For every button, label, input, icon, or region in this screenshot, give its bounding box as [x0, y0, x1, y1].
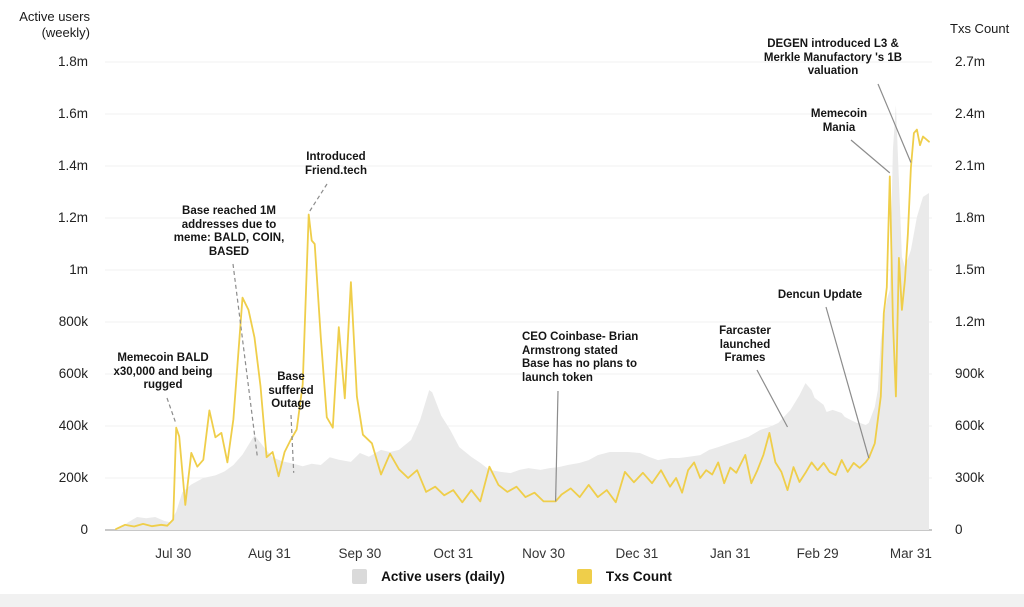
- right-tick-2.1m: 2.1m: [955, 158, 986, 173]
- left-tick-1.2m: 1.2m: [57, 210, 88, 225]
- x-tick-mar-31: Mar 31: [889, 546, 932, 561]
- right-tick-900k: 900k: [955, 366, 985, 381]
- left-tick-200k: 200k: [58, 470, 88, 485]
- annotation-pointer-base-outage: [290, 414, 295, 473]
- annotation-base-1m-addresses: Base reached 1M addresses due to meme: B…: [173, 205, 285, 258]
- annotation-base-outage: Base suffered Outage: [268, 371, 314, 410]
- right-tick-2.4m: 2.4m: [955, 106, 986, 121]
- annotation-farcaster-frames: Farcaster launched Frames: [719, 325, 771, 364]
- right-tick-0: 0: [955, 522, 963, 537]
- right-tick-2.7m: 2.7m: [955, 54, 986, 69]
- right-tick-300k: 300k: [955, 470, 985, 485]
- legend-item-txs-count[interactable]: Txs Count: [576, 569, 672, 584]
- right-tick-1.2m: 1.2m: [955, 314, 986, 329]
- legend-label-txs-count: Txs Count: [605, 569, 672, 584]
- x-tick-jul-30: Jul 30: [155, 546, 192, 561]
- x-tick-sep-30: Sep 30: [338, 546, 382, 561]
- annotation-pointer-friend-tech: [308, 183, 328, 214]
- left-tick-600k: 600k: [58, 366, 88, 381]
- legend-item-active-users[interactable]: Active users (daily): [352, 569, 505, 584]
- annotation-pointer-farcaster-frames: [756, 369, 789, 428]
- left-tick-0: 0: [80, 522, 88, 537]
- left-tick-1.6m: 1.6m: [57, 106, 88, 121]
- legend: Active users (daily) Txs Count: [0, 569, 1024, 584]
- x-tick-dec-31: Dec 31: [615, 546, 659, 561]
- left-tick-800k: 800k: [58, 314, 88, 329]
- right-tick-1.8m: 1.8m: [955, 210, 986, 225]
- annotation-pointer-base-1m-addresses: [232, 263, 259, 459]
- legend-swatch-active-users: [352, 569, 368, 584]
- legend-label-active-users: Active users (daily): [381, 569, 505, 584]
- annotation-dencun-update: Dencun Update: [777, 289, 863, 301]
- x-tick-nov-30: Nov 30: [522, 546, 565, 561]
- annotation-pointer-memecoin-bald: [166, 397, 177, 425]
- annotation-memecoin-bald: Memecoin BALD x30,000 and being rugged: [113, 352, 213, 391]
- left-axis-title: Active users (weekly): [19, 9, 90, 40]
- annotation-friend-tech: Introduced Friend.tech: [305, 151, 367, 177]
- annotation-memecoin-mania: Memecoin Mania: [810, 108, 868, 134]
- annotation-pointer-degen-l3: [877, 83, 912, 163]
- right-tick-1.5m: 1.5m: [955, 262, 986, 277]
- right-axis-title: Txs Count: [950, 21, 1010, 36]
- annotation-ceo-no-token: CEO Coinbase- Brian Armstrong stated Bas…: [522, 331, 639, 384]
- legend-swatch-txs-count: [576, 569, 592, 584]
- x-tick-aug-31: Aug 31: [248, 546, 291, 561]
- annotation-degen-l3: DEGEN introduced L3 & Merkle Manufactory…: [763, 38, 903, 77]
- left-tick-1.8m: 1.8m: [57, 54, 88, 69]
- left-tick-1m: 1m: [69, 262, 88, 277]
- left-tick-1.4m: 1.4m: [57, 158, 88, 173]
- bottom-strip: [0, 594, 1024, 607]
- txs-count-line: [115, 128, 930, 530]
- active-users-area: [116, 104, 929, 531]
- right-tick-600k: 600k: [955, 418, 985, 433]
- x-tick-feb-29: Feb 29: [796, 546, 839, 561]
- left-tick-400k: 400k: [58, 418, 88, 433]
- annotation-pointer-memecoin-mania: [850, 139, 891, 174]
- x-tick-jan-31: Jan 31: [709, 546, 751, 561]
- annotation-pointer-ceo-no-token: [555, 390, 559, 502]
- annotation-pointer-dencun-update: [825, 306, 870, 459]
- x-tick-oct-31: Oct 31: [433, 546, 474, 561]
